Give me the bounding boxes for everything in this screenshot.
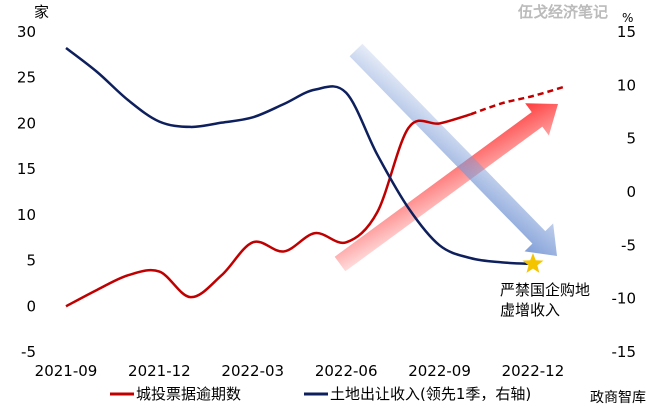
y-left-tick: 20 <box>17 114 36 132</box>
x-tick: 2021-12 <box>128 362 191 380</box>
right-unit: % <box>622 11 633 25</box>
left-unit: 家 <box>34 3 49 21</box>
y-right-tick: 0 <box>626 183 636 201</box>
footer-logo: 政商智库 <box>590 390 646 406</box>
y-left-tick: 25 <box>17 69 36 87</box>
y-left-tick: 10 <box>17 206 36 224</box>
y-left-tick: 15 <box>17 160 36 178</box>
x-tick: 2021-09 <box>35 362 98 380</box>
y-right-tick: -10 <box>612 290 637 308</box>
y-right-tick: 5 <box>626 130 636 148</box>
series-line-0-forecast <box>470 85 565 116</box>
legend-label-1: 土地出让收入(领先1季，右轴) <box>330 385 531 403</box>
annotation-line-1: 严禁国企购地 <box>500 281 590 299</box>
y-left-tick: 5 <box>26 252 36 270</box>
y-left-tick: 30 <box>17 23 36 41</box>
series-line-1 <box>65 47 534 266</box>
star-icon <box>522 253 544 273</box>
y-left-tick: 0 <box>26 297 36 315</box>
y-right-tick: 10 <box>617 76 636 94</box>
y-right-tick: -5 <box>621 236 636 254</box>
x-tick: 2022-12 <box>502 362 565 380</box>
watermark: 伍戈经济笔记 <box>517 3 608 21</box>
x-tick: 2022-09 <box>408 362 471 380</box>
y-right-tick: -15 <box>612 343 637 361</box>
legend-label-0: 城投票据逾期数 <box>136 385 241 403</box>
x-tick: 2022-06 <box>315 362 378 380</box>
down-arrow <box>349 43 558 256</box>
up-arrow <box>334 103 558 272</box>
y-left-tick: -5 <box>21 343 36 361</box>
x-tick: 2022-03 <box>221 362 284 380</box>
series-line-0 <box>65 113 472 308</box>
y-right-tick: 15 <box>617 23 636 41</box>
annotation-line-2: 虚增收入 <box>500 301 560 319</box>
